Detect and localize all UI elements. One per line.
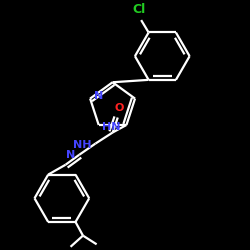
Text: O: O [114,102,124,113]
Text: NH: NH [73,140,92,150]
Text: HN: HN [102,122,121,132]
Text: N: N [94,91,103,101]
Text: Cl: Cl [132,3,145,16]
Text: N: N [66,150,76,160]
